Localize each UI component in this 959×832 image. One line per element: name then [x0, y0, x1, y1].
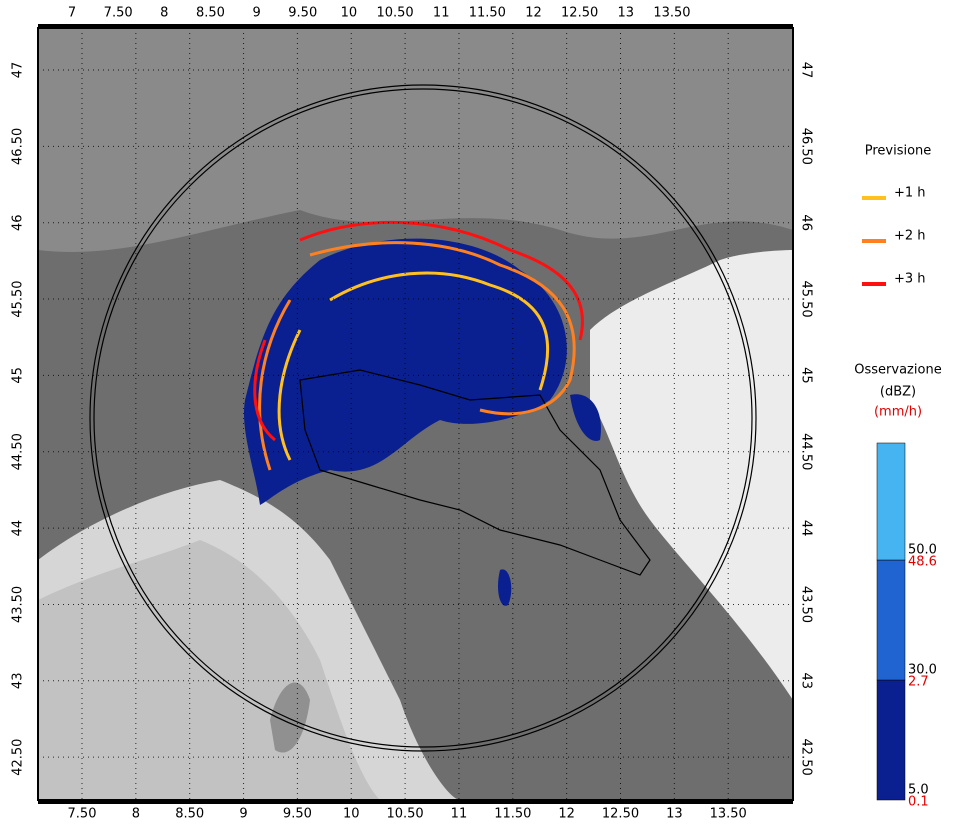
radar-range-inner [93, 88, 753, 748]
left-tick-label: 45 [11, 367, 26, 384]
colorbar-mmh-label: 48.6 [908, 555, 937, 570]
colorbar-segment [876, 559, 906, 681]
right-tick-label: 46 [799, 214, 814, 231]
colorbar-mmh-label: 2.7 [908, 675, 929, 690]
left-tick-label: 44 [11, 520, 26, 537]
right-tick-label: 43.50 [799, 586, 814, 623]
bottom-tick-label: 11 [451, 807, 468, 822]
top-tick-label: 7.50 [104, 6, 133, 21]
right-tick-label: 46.50 [799, 128, 814, 165]
colorbar-title: Osservazione [854, 363, 941, 378]
region-borders [299, 369, 651, 576]
colorbar-mmh-label: 0.1 [908, 795, 929, 810]
bottom-tick-label: 9.50 [283, 807, 312, 822]
top-tick-label: 11 [433, 6, 450, 21]
contour-3h [253, 220, 584, 442]
bottom-tick-label: 8.50 [175, 807, 204, 822]
bottom-tick-label: 8 [132, 807, 140, 822]
top-tick-label: 7 [68, 6, 76, 21]
top-tick-label: 10 [341, 6, 358, 21]
top-tick-label: 11.50 [469, 6, 506, 21]
right-tick-label: 43 [799, 673, 814, 690]
contour-1h [277, 271, 550, 461]
top-tick-label: 12.50 [561, 6, 598, 21]
bottom-tick-label: 10.50 [386, 807, 423, 822]
contour-2h [258, 241, 576, 471]
legend-label: +2 h [894, 229, 926, 244]
left-tick-label: 47 [11, 62, 26, 79]
bottom-tick-label: 13.50 [710, 807, 747, 822]
colorbar-unit-dbz: (dBZ) [880, 385, 916, 400]
legend-label: +1 h [894, 186, 926, 201]
left-tick-label: 43 [11, 673, 26, 690]
right-tick-label: 47 [799, 62, 814, 79]
colorbar-segment [876, 679, 906, 801]
top-tick-label: 10.50 [376, 6, 413, 21]
left-tick-label: 42.50 [11, 739, 26, 776]
adriatic-sea [590, 250, 793, 700]
colorbar-dbz-label: 50.0 [908, 543, 937, 558]
left-tick-label: 43.50 [11, 586, 26, 623]
bottom-tick-label: 10 [343, 807, 360, 822]
bottom-tick-label: 13 [666, 807, 683, 822]
right-tick-label: 42.50 [799, 739, 814, 776]
colorbar-segment [876, 442, 906, 561]
bottom-tick-label: 11.50 [494, 807, 531, 822]
top-tick-label: 8 [160, 6, 168, 21]
top-tick-label: 8.50 [196, 6, 225, 21]
colorbar-unit-mmh: (mm/h) [874, 405, 922, 420]
right-tick-label: 45.50 [799, 280, 814, 317]
colorbar-dbz-label: 30.0 [908, 663, 937, 678]
right-tick-label: 45 [799, 367, 814, 384]
colorbar-dbz-label: 5.0 [908, 783, 929, 798]
forecast-title: Previsione [865, 144, 932, 159]
top-tick-label: 12 [525, 6, 542, 21]
right-tick-label: 44 [799, 520, 814, 537]
left-tick-label: 46 [11, 214, 26, 231]
radar-echo-small [497, 569, 512, 606]
top-tick-label: 13 [618, 6, 635, 21]
left-tick-label: 44.50 [11, 433, 26, 470]
corsica [270, 682, 310, 753]
bottom-tick-label: 9 [239, 807, 247, 822]
left-tick-label: 46.50 [11, 128, 26, 165]
radar-echo [243, 238, 567, 506]
radar-range [89, 84, 757, 752]
top-tick-label: 9.50 [288, 6, 317, 21]
alps [38, 28, 793, 252]
top-tick-label: 9 [252, 6, 260, 21]
left-tick-label: 45.50 [11, 280, 26, 317]
bottom-tick-label: 12.50 [602, 807, 639, 822]
legend-label: +3 h [894, 272, 926, 287]
bottom-tick-label: 12 [558, 807, 575, 822]
top-bar [38, 24, 793, 28]
radar-echo-east [570, 394, 601, 441]
map-area [37, 27, 794, 801]
bottom-tick-label: 7.50 [68, 807, 97, 822]
bottom-bar [38, 800, 793, 804]
right-tick-label: 44.50 [799, 433, 814, 470]
top-tick-label: 13.50 [653, 6, 690, 21]
